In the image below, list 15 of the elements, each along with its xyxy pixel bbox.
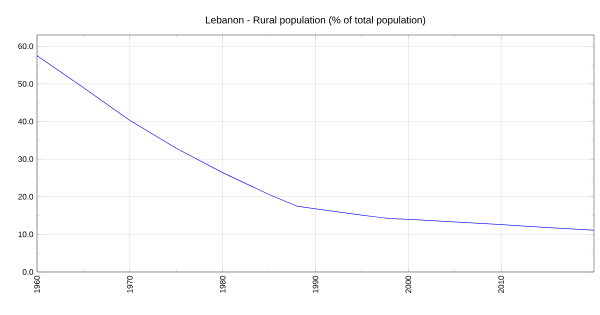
x-tick-label: 1960 xyxy=(34,276,40,293)
x-tick-label: 1990 xyxy=(312,276,318,293)
y-tick-label: 60.0 xyxy=(18,43,34,50)
x-tick-label: 2000 xyxy=(406,276,412,293)
x-tick-label: 2010 xyxy=(498,276,504,293)
y-tick-label: 0.0 xyxy=(22,269,34,275)
y-tick-label: 10.0 xyxy=(18,232,34,238)
chart-title: Lebanon - Rural population (% of total population) xyxy=(206,16,426,26)
line-series xyxy=(37,55,594,231)
x-tick-label: 1980 xyxy=(220,276,226,293)
y-tick-label: 20.0 xyxy=(18,194,34,200)
y-tick-label: 40.0 xyxy=(18,118,34,124)
y-tick-label: 50.0 xyxy=(18,81,34,87)
x-tick-label: 1970 xyxy=(127,276,133,293)
y-tick-label: 30.0 xyxy=(18,156,34,162)
